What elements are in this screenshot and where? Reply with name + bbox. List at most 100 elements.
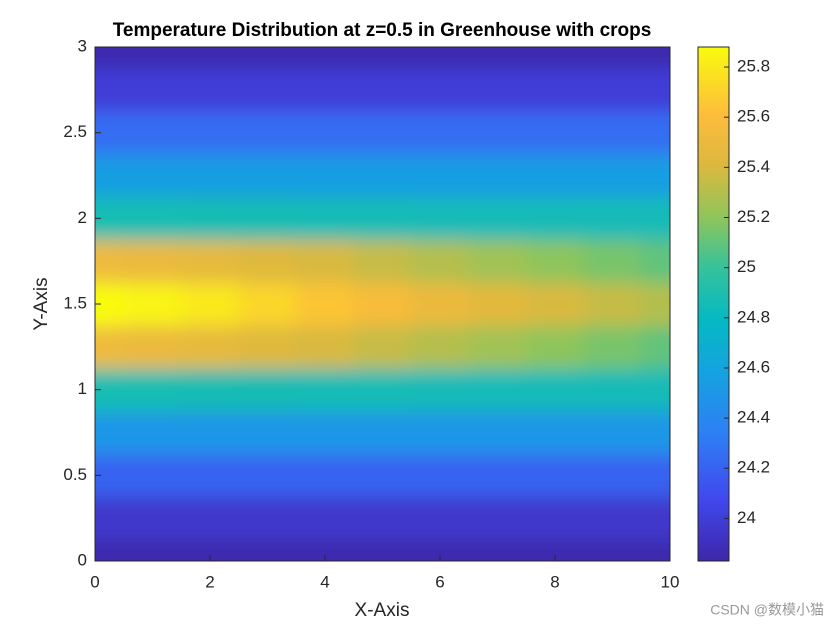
- heat-cell: [525, 153, 585, 198]
- heat-cell: [238, 67, 297, 112]
- heat-cell: [295, 453, 355, 498]
- y-tick-label: 1: [78, 379, 87, 398]
- heat-cell: [640, 539, 670, 561]
- heat-cell: [525, 410, 585, 455]
- x-tick-label: 6: [435, 572, 444, 591]
- heat-cell: [123, 67, 182, 112]
- heat-cell: [238, 282, 297, 326]
- y-tick-label: 0.5: [63, 465, 87, 484]
- heat-cell: [525, 47, 585, 69]
- heat-cell: [640, 367, 670, 412]
- heat-cell: [525, 496, 585, 541]
- heat-cell: [468, 282, 527, 326]
- heat-cell: [410, 453, 470, 498]
- colorbar-tick-label: 24.8: [737, 307, 770, 326]
- heat-cell: [295, 239, 355, 284]
- x-axis-label: X-Axis: [355, 600, 410, 621]
- heat-cell: [238, 196, 297, 241]
- heat-cell: [410, 47, 470, 69]
- heat-cell: [295, 539, 355, 561]
- heat-cell: [525, 539, 585, 561]
- heat-cell: [123, 153, 182, 198]
- heat-cell: [353, 324, 412, 369]
- heat-cell: [238, 239, 297, 284]
- heat-cell: [95, 539, 125, 561]
- heat-cell: [353, 367, 412, 412]
- heat-cell: [238, 496, 297, 541]
- heat-cell: [583, 539, 642, 561]
- heat-cell: [123, 496, 182, 541]
- heat-cell: [353, 239, 412, 284]
- heat-cell: [180, 410, 240, 455]
- heat-cell: [640, 496, 670, 541]
- heat-cell: [123, 196, 182, 241]
- heat-cell: [640, 196, 670, 241]
- heat-cell: [95, 324, 125, 369]
- heat-cell: [583, 110, 642, 155]
- heat-cell: [468, 410, 527, 455]
- colorbar-tick-label: 25.8: [737, 57, 770, 76]
- heat-cell: [295, 110, 355, 155]
- heat-cell: [410, 367, 470, 412]
- heat-cell: [295, 153, 355, 198]
- heat-cell: [640, 110, 670, 155]
- colorbar: [697, 46, 730, 562]
- heat-cell: [180, 67, 240, 112]
- colorbar-tick-label: 24.6: [737, 357, 770, 376]
- heat-cell: [640, 153, 670, 198]
- heat-cell: [238, 367, 297, 412]
- heat-cell: [353, 496, 412, 541]
- heat-cell: [468, 367, 527, 412]
- heat-cell: [180, 110, 240, 155]
- heat-cell: [295, 367, 355, 412]
- heat-cell: [353, 47, 412, 69]
- heat-cell: [583, 47, 642, 69]
- heat-cell: [180, 539, 240, 561]
- heat-cell: [525, 67, 585, 112]
- heat-cell: [583, 282, 642, 326]
- colorbar-tick-label: 24.2: [737, 458, 770, 477]
- heat-cell: [410, 324, 470, 369]
- heat-cell: [468, 110, 527, 155]
- heat-cell: [410, 153, 470, 198]
- heat-cell: [353, 196, 412, 241]
- y-tick-label: 1.5: [63, 293, 87, 312]
- heat-cell: [525, 196, 585, 241]
- heat-cell: [180, 282, 240, 326]
- heat-cell: [468, 67, 527, 112]
- y-tick-label: 0: [78, 550, 87, 569]
- colorbar-tick-label: 24: [737, 508, 756, 527]
- heat-cell: [238, 47, 297, 69]
- x-tick-label: 2: [205, 572, 214, 591]
- heat-cell: [95, 410, 125, 455]
- plot-area: [95, 47, 670, 561]
- heat-cell: [640, 239, 670, 284]
- heat-cell: [583, 67, 642, 112]
- x-tick-label: 8: [550, 572, 559, 591]
- heat-cell: [123, 282, 182, 326]
- heat-cell: [123, 110, 182, 155]
- colorbar-tick-label: 25.2: [737, 207, 770, 226]
- heat-cell: [95, 67, 125, 112]
- heat-cell: [640, 453, 670, 498]
- colorbar-tick-label: 25.6: [737, 107, 770, 126]
- heat-cell: [468, 496, 527, 541]
- heat-cell: [410, 410, 470, 455]
- heat-cell: [238, 410, 297, 455]
- heat-cell: [410, 67, 470, 112]
- heat-cell: [295, 282, 355, 326]
- heat-cell: [180, 453, 240, 498]
- heat-cell: [238, 153, 297, 198]
- heat-cell: [123, 539, 182, 561]
- heat-cell: [353, 282, 412, 326]
- heat-cell: [410, 282, 470, 326]
- x-tick-label: 4: [320, 572, 329, 591]
- heat-cell: [640, 67, 670, 112]
- watermark: CSDN @数模小猫: [710, 602, 824, 618]
- heat-cell: [238, 110, 297, 155]
- heat-cell: [295, 196, 355, 241]
- heat-cell: [95, 496, 125, 541]
- heat-cell: [640, 282, 670, 326]
- heat-cell: [640, 410, 670, 455]
